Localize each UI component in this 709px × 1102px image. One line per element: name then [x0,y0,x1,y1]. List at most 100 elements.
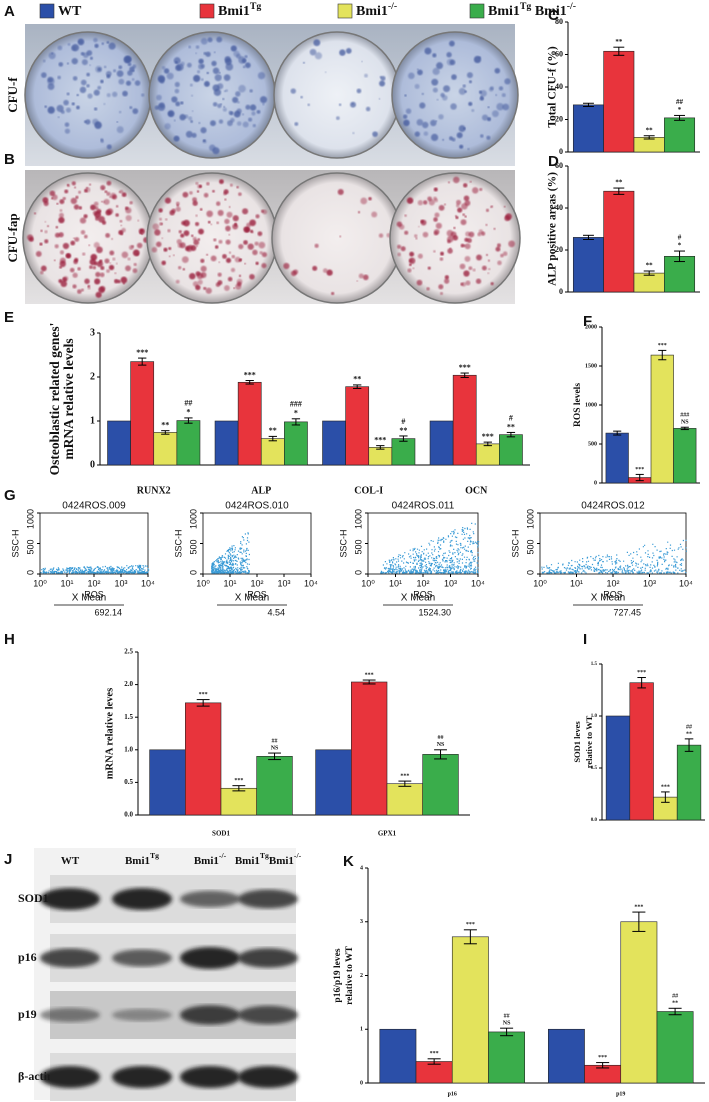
colony [189,191,193,195]
colony [309,48,317,56]
colony [444,203,446,206]
colony [224,285,230,291]
colony [409,251,415,257]
colony [412,267,415,270]
colony [155,241,162,248]
colony [82,252,86,256]
significance-label: * [678,106,682,114]
x-tick-label: 10³ [643,578,656,588]
colony [95,291,102,298]
x-tick-label: 10³ [277,578,290,588]
y-tick-label: 500 [188,540,198,555]
colony [438,204,445,211]
colony [118,78,125,85]
colony [193,74,201,83]
colony [408,72,415,80]
colony [175,206,181,212]
colony [331,291,335,296]
y-tick-label: 40 [555,203,563,212]
colony [212,189,215,193]
colony [95,271,101,278]
colony [464,255,471,262]
colony [76,105,80,110]
x-tick-label: SOD1 [212,830,230,838]
colony [458,87,466,95]
dish [273,31,401,159]
colony [163,247,168,252]
colony [120,224,123,227]
colony [210,223,213,226]
colony [60,110,65,114]
x-tick-label: 10⁴ [141,578,155,588]
error-bar [463,929,477,945]
colony [252,249,258,256]
colony [101,42,104,45]
stat-label: X Mean [401,593,435,604]
bar [130,361,155,466]
error-bar [398,780,412,787]
colony [186,62,192,68]
colony [111,237,114,240]
y-tick-label: 60 [555,161,563,170]
colony [116,121,119,123]
colony [181,256,189,264]
colony [206,182,210,186]
colony [406,197,414,204]
colony [185,130,193,138]
colony [99,285,106,292]
error-bar [196,699,210,707]
bar [176,420,201,466]
colony [225,89,229,92]
colony [216,221,220,225]
colony [70,197,78,205]
colony [113,69,117,73]
significance-label: ## [686,724,692,730]
y-tick-label: 0 [525,570,535,575]
colony [494,67,501,74]
bar [499,434,523,466]
colony [64,122,70,127]
colony [307,103,310,107]
colony [96,208,102,214]
legend-swatch [39,3,55,19]
colony [177,243,183,248]
colony [122,90,128,97]
colony [173,254,175,257]
bar [185,702,222,816]
colony [465,280,471,286]
colony [404,94,407,97]
colony [197,279,203,285]
colony [419,102,426,109]
colony [200,258,205,263]
colony [196,70,201,74]
colony [487,272,490,275]
colony [250,229,254,233]
stat-label: X Mean [591,593,625,604]
error-bar [668,1007,682,1016]
plot-frame [39,512,149,575]
colony [228,233,231,236]
colony [80,288,84,292]
colony [468,80,472,84]
error-bar [613,430,622,436]
colony [207,220,211,224]
colony [463,183,468,188]
colony [125,214,132,222]
colony [467,148,470,151]
x-axis-label: ROS [247,589,267,599]
colony [97,85,102,90]
colony [116,126,124,134]
event-cloud [541,539,687,574]
colony [99,272,105,278]
colony [476,254,483,261]
significance-label: ### [680,413,689,419]
colony [478,90,483,94]
colony [488,268,491,271]
colony [58,216,65,224]
significance-label: ** [615,179,623,187]
colony [361,60,363,63]
colony [238,258,242,262]
x-tick-label: p19 [616,1091,625,1097]
colony [228,251,232,254]
colony [459,263,466,270]
